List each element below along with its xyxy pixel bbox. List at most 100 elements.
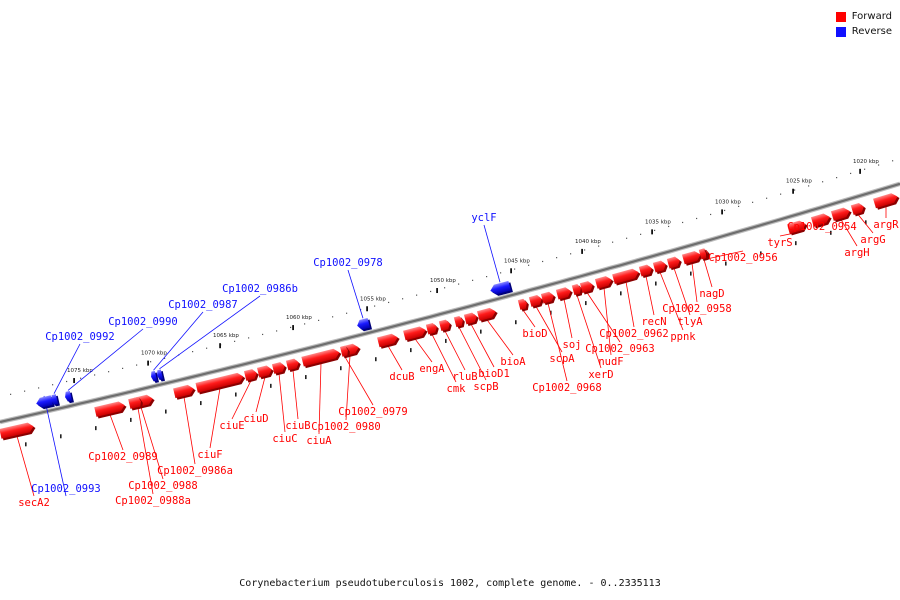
scale-dot <box>262 333 264 336</box>
scale-major-tick <box>792 188 794 194</box>
gene-bioD[interactable] <box>517 298 530 312</box>
label-connector <box>483 224 501 283</box>
gene-label: Cp1002_0986a <box>157 465 233 477</box>
label-connector <box>231 380 252 420</box>
gene-ppnk[interactable] <box>652 259 669 275</box>
scale-label: 1035 kbp <box>645 219 671 225</box>
gene-soj[interactable] <box>555 286 574 302</box>
scale-dot <box>668 225 670 228</box>
gene-ciuD[interactable] <box>256 364 275 380</box>
gene-Cp1002_0958[interactable] <box>681 249 704 266</box>
gene-yclF[interactable] <box>489 280 513 297</box>
gene-ciuE[interactable] <box>243 368 260 383</box>
gene-cmk[interactable] <box>425 322 440 337</box>
scale-dot <box>584 249 586 251</box>
scale-dot <box>318 319 320 321</box>
scale-major-tick <box>292 325 294 331</box>
gene-label: tlyA <box>677 316 703 328</box>
gene-argG[interactable] <box>850 201 867 217</box>
scale-label: 1040 kbp <box>575 239 601 245</box>
scale-major-tick <box>147 360 149 366</box>
gene-body <box>36 395 53 408</box>
gene-ciuC[interactable] <box>271 361 288 376</box>
label-connector <box>183 396 196 465</box>
gene-bioD1[interactable] <box>463 311 480 326</box>
label-connector <box>586 292 621 343</box>
gene-nudF[interactable] <box>594 274 615 291</box>
scale-dot <box>766 197 768 199</box>
gene-secA2[interactable] <box>0 421 37 441</box>
gene-Cp1002_0988a[interactable] <box>133 396 144 410</box>
gene-body <box>652 260 666 273</box>
gene-Cp1002_0963[interactable] <box>579 280 596 295</box>
gene-ciuB[interactable] <box>285 357 302 372</box>
label-connector <box>345 355 351 421</box>
scale-major-tick <box>721 209 723 215</box>
gene-dcuB[interactable] <box>377 332 401 349</box>
scale-major-tick <box>651 229 653 235</box>
gene-label: Cp1002_0968 <box>532 382 602 394</box>
gene-Cp1002_0987[interactable] <box>150 370 160 384</box>
scale-dot <box>458 283 460 285</box>
legend-forward-label: Forward <box>851 11 892 22</box>
scale-dot <box>304 323 306 325</box>
gene-tyrS[interactable] <box>786 219 809 236</box>
gene-Cp1002_0989[interactable] <box>94 400 127 419</box>
gene-body <box>301 348 340 367</box>
scale-dot <box>528 264 530 266</box>
gene-Cp1002_0962[interactable] <box>612 267 642 286</box>
gene-Cp1002_0954[interactable] <box>810 212 833 229</box>
label-connector <box>857 214 874 234</box>
scale-label: 1020 kbp <box>853 159 879 165</box>
gene-xerD[interactable] <box>571 283 584 297</box>
gene-Cp1002_0992[interactable] <box>50 394 60 407</box>
scale-dot <box>444 287 446 289</box>
gene-scpA[interactable] <box>528 294 545 309</box>
legend-forward: Forward <box>835 9 892 24</box>
label-connector <box>703 259 713 288</box>
lower-tick <box>410 348 412 353</box>
gene-bioA[interactable] <box>477 306 499 323</box>
lower-tick <box>690 271 692 276</box>
scale-dot <box>808 185 810 187</box>
gene-label: nudF <box>598 356 623 368</box>
gene-Cp1002_0986b[interactable] <box>156 369 166 382</box>
gene-Cp1002_0986a[interactable] <box>173 383 197 400</box>
gene-scpB[interactable] <box>453 315 466 329</box>
gene-argH[interactable] <box>830 206 853 223</box>
scale-dot <box>430 290 432 293</box>
gene-body <box>873 193 898 209</box>
gene-Cp1002_0968[interactable] <box>540 290 557 306</box>
gene-label: bioA <box>500 356 526 368</box>
scale-dot <box>472 279 474 281</box>
gene-Cp1002_0990[interactable] <box>64 390 74 404</box>
gene-body <box>133 396 141 408</box>
scale-dot <box>864 168 866 170</box>
label-connector <box>486 319 514 356</box>
gene-argR[interactable] <box>873 191 900 210</box>
gene-body <box>612 268 639 284</box>
lower-tick <box>165 409 167 414</box>
gene-body <box>340 345 348 357</box>
scale-dot <box>136 364 138 366</box>
scale-major-tick <box>73 378 75 384</box>
gene-Cp1002_0978[interactable] <box>356 317 373 333</box>
gene-rluB[interactable] <box>438 318 453 333</box>
gene-engA[interactable] <box>403 325 429 343</box>
gene-recN[interactable] <box>638 263 655 279</box>
scale-dot <box>416 294 418 296</box>
gene-Cp1002_0979[interactable] <box>340 345 351 359</box>
scale-ruler: 1020 kbp 1025 kbp 1030 kbp 1035 kbp 1040 kbp… <box>10 159 894 447</box>
scale-dot <box>514 268 516 270</box>
lower-tick <box>620 291 622 296</box>
gene-Cp1002_0993[interactable] <box>35 395 55 411</box>
gene-ciuF[interactable] <box>195 371 246 395</box>
scale-dot <box>332 316 334 318</box>
label-connector <box>43 395 67 497</box>
scale-dot <box>38 387 40 389</box>
gene-Cp1002_0956[interactable] <box>700 248 710 261</box>
scale-major-tick <box>436 288 438 294</box>
gene-ciuA[interactable] <box>301 347 342 369</box>
gene-label: bioD1 <box>478 368 510 380</box>
gene-tlyA[interactable] <box>666 255 683 271</box>
